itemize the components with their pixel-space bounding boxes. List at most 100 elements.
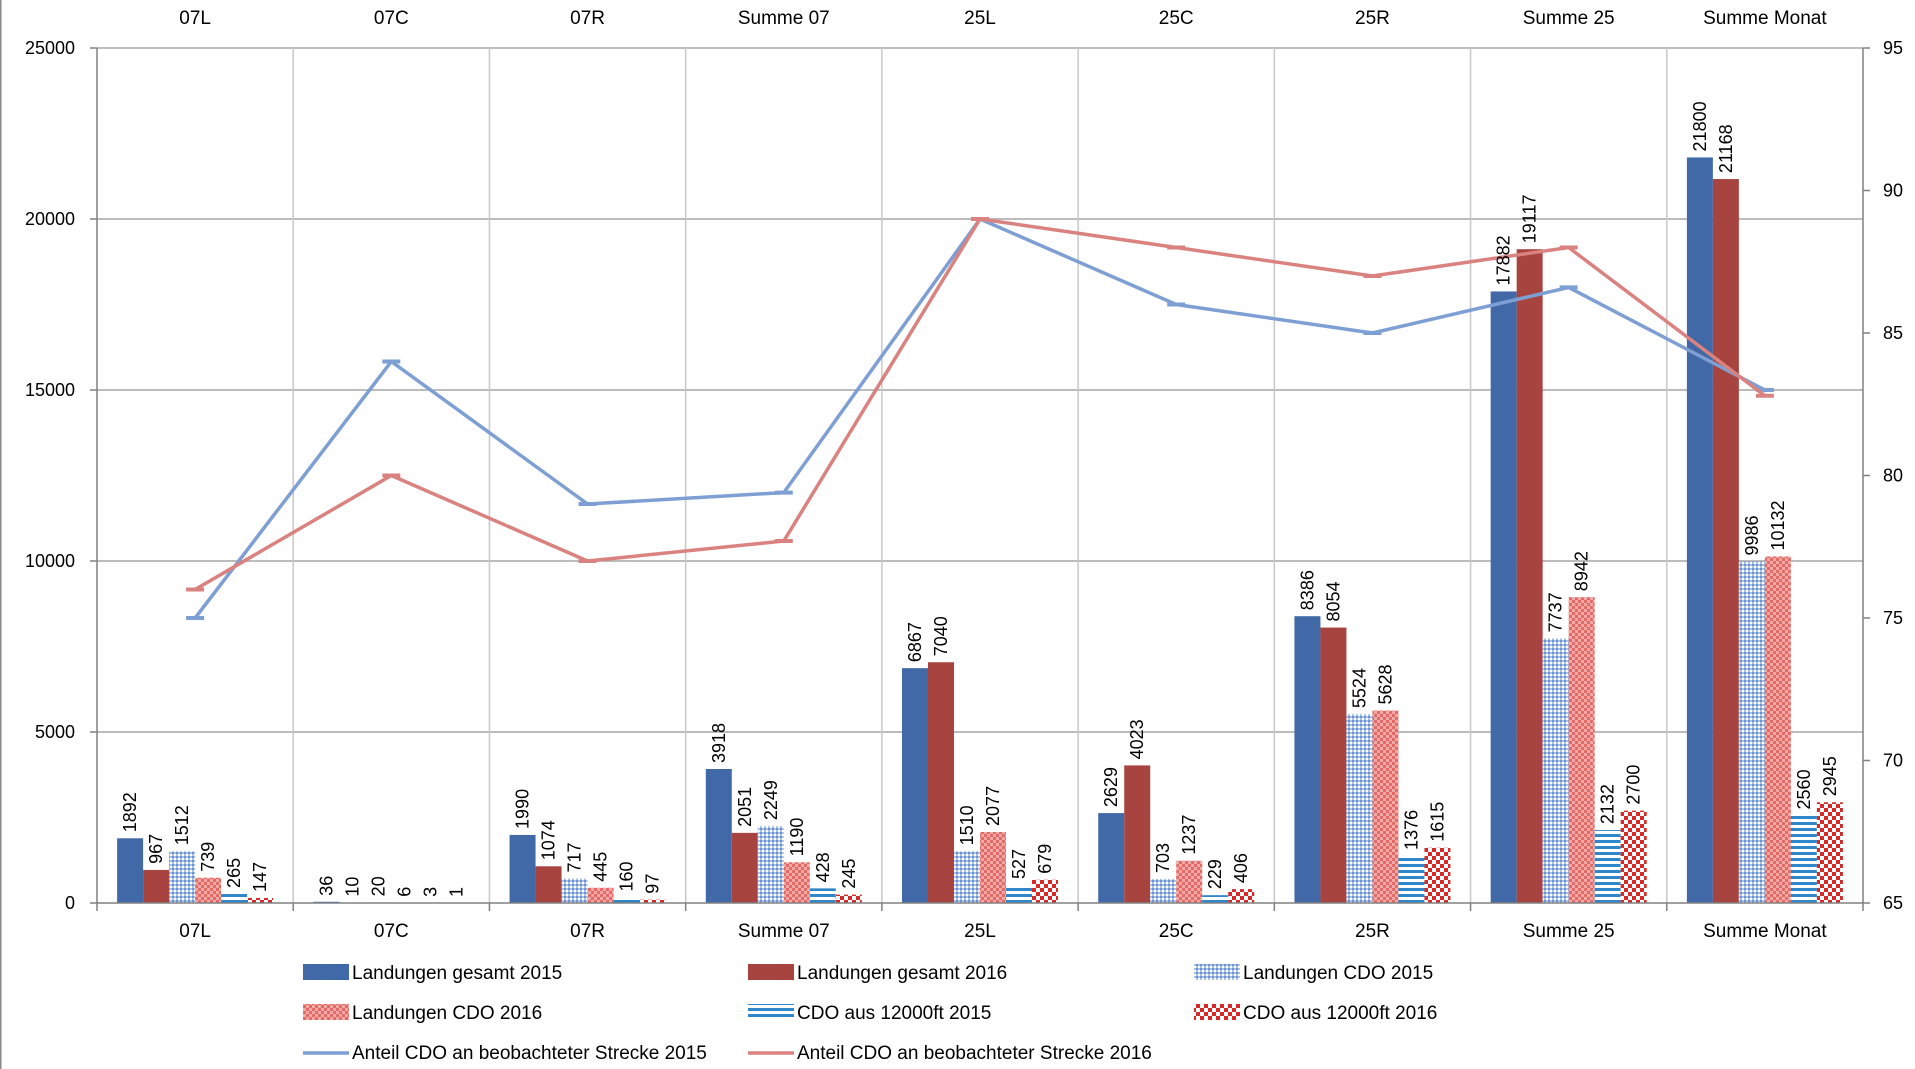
bar-data-label: 6867 [905, 622, 925, 662]
x-tick-label-top: 25R [1355, 8, 1390, 29]
y-right-tick-label: 85 [1883, 323, 1903, 343]
bar [1542, 638, 1569, 903]
y-left-tick-label: 0 [65, 893, 75, 913]
bar-data-label: 1615 [1427, 802, 1447, 842]
bar-data-label: 97 [643, 874, 663, 894]
bar [1006, 884, 1032, 903]
bar-data-label: 1892 [120, 792, 140, 832]
bar-data-label: 527 [1009, 849, 1029, 879]
bar [169, 851, 196, 903]
x-tick-label-bottom: 25R [1355, 921, 1390, 942]
bar-data-label: 2077 [983, 786, 1003, 826]
bar-data-label: 6 [394, 887, 414, 897]
bar [835, 894, 862, 903]
bar [1202, 895, 1229, 903]
bar [1398, 855, 1425, 903]
bar-data-label: 1237 [1179, 815, 1199, 855]
legend-label: Anteil CDO an beobachteter Strecke 2016 [797, 1043, 1152, 1064]
bar-data-label: 20 [368, 876, 388, 896]
legend-label: Landungen gesamt 2015 [352, 963, 562, 984]
bar-data-label: 17882 [1494, 235, 1514, 285]
legend-label: Anteil CDO an beobachteter Strecke 2015 [352, 1043, 707, 1064]
bar [247, 897, 274, 903]
bar-data-label: 5524 [1349, 668, 1369, 708]
bar-data-label: 2945 [1820, 756, 1840, 796]
bar-data-label: 7737 [1546, 592, 1566, 632]
bar-data-label: 703 [1153, 843, 1173, 873]
bar [1150, 878, 1177, 903]
bar [1738, 561, 1765, 903]
bar [980, 831, 1006, 903]
bar-data-label: 2629 [1101, 767, 1121, 807]
bar-data-label: 739 [198, 842, 218, 872]
bar-data-label: 21168 [1716, 124, 1736, 173]
x-tick-label-bottom: 07C [374, 921, 409, 942]
bar [1176, 860, 1203, 903]
bar [1712, 179, 1739, 904]
bar-data-label: 2700 [1624, 765, 1644, 805]
y-left-tick-label: 5000 [35, 722, 75, 742]
legend-swatch [303, 1004, 349, 1020]
bar [1790, 815, 1817, 903]
bar [731, 832, 758, 903]
bar [561, 878, 588, 903]
bar [1124, 765, 1151, 903]
bar-data-label: 147 [250, 862, 270, 892]
bar-data-label: 1512 [172, 805, 192, 845]
y-left-tick-label: 15000 [25, 380, 75, 400]
bar-data-label: 8942 [1572, 551, 1592, 591]
bar [809, 888, 836, 903]
bar-data-label: 245 [839, 859, 859, 889]
bar-data-label: 8054 [1323, 582, 1343, 622]
x-tick-label-top: 25C [1159, 8, 1194, 29]
x-tick-label-bottom: 07L [179, 921, 211, 942]
legend-swatch [1194, 1004, 1240, 1020]
bar [1346, 714, 1373, 903]
bar [535, 866, 562, 903]
bar-data-label: 8386 [1297, 570, 1317, 610]
legend-swatch [303, 964, 349, 980]
bar [954, 851, 980, 903]
bar [1098, 813, 1125, 903]
bar-data-label: 717 [565, 842, 585, 872]
bar [143, 869, 170, 903]
bar-data-label: 10132 [1768, 500, 1788, 550]
legend-label: Landungen CDO 2016 [352, 1003, 542, 1024]
y-right-tick-label: 80 [1883, 466, 1903, 486]
bar [1516, 249, 1543, 903]
bar [1686, 157, 1713, 903]
bar [928, 662, 954, 903]
bar [757, 826, 784, 903]
bar-data-label: 3918 [709, 723, 729, 763]
bar [1816, 802, 1843, 903]
x-tick-label-top: Summe 07 [738, 8, 830, 29]
bar-data-label: 1074 [539, 820, 559, 860]
x-tick-label-bottom: 25L [964, 921, 996, 942]
y-left-tick-label: 10000 [25, 551, 75, 571]
legend-swatch [1194, 964, 1240, 980]
x-tick-label-bottom: Summe Monat [1703, 921, 1827, 942]
bar-data-label: 4023 [1127, 719, 1147, 759]
y-left-tick-label: 20000 [25, 209, 75, 229]
bar [705, 769, 732, 903]
bar [613, 897, 640, 903]
x-tick-label-top: 25L [964, 8, 996, 29]
bar [221, 893, 248, 903]
bar-data-label: 21800 [1690, 101, 1710, 151]
bar-data-label: 445 [591, 852, 611, 882]
x-tick-label-bottom: 25C [1159, 921, 1194, 942]
bar [117, 838, 144, 903]
bar-data-label: 5628 [1375, 664, 1395, 704]
legend-label: Landungen gesamt 2016 [797, 963, 1007, 984]
y-left-tick-label: 25000 [25, 38, 75, 58]
bar-data-label: 9986 [1742, 515, 1762, 555]
bar-data-label: 2560 [1794, 769, 1814, 809]
bar [195, 877, 222, 903]
bar-data-label: 406 [1231, 853, 1251, 883]
bar-data-label: 7040 [931, 616, 951, 656]
bar [509, 834, 536, 903]
legend-label: CDO aus 12000ft 2015 [797, 1003, 991, 1024]
bar-data-label: 1376 [1401, 810, 1421, 850]
